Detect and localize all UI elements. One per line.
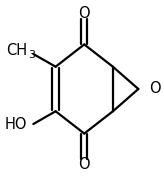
Text: HO: HO [4, 117, 27, 132]
Text: O: O [78, 6, 90, 21]
Text: CH: CH [6, 43, 27, 58]
Text: 3: 3 [28, 50, 35, 60]
Text: O: O [78, 157, 90, 172]
Text: O: O [150, 82, 161, 96]
